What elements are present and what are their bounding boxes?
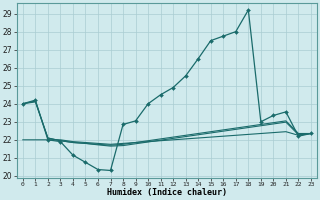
X-axis label: Humidex (Indice chaleur): Humidex (Indice chaleur) — [107, 188, 227, 197]
